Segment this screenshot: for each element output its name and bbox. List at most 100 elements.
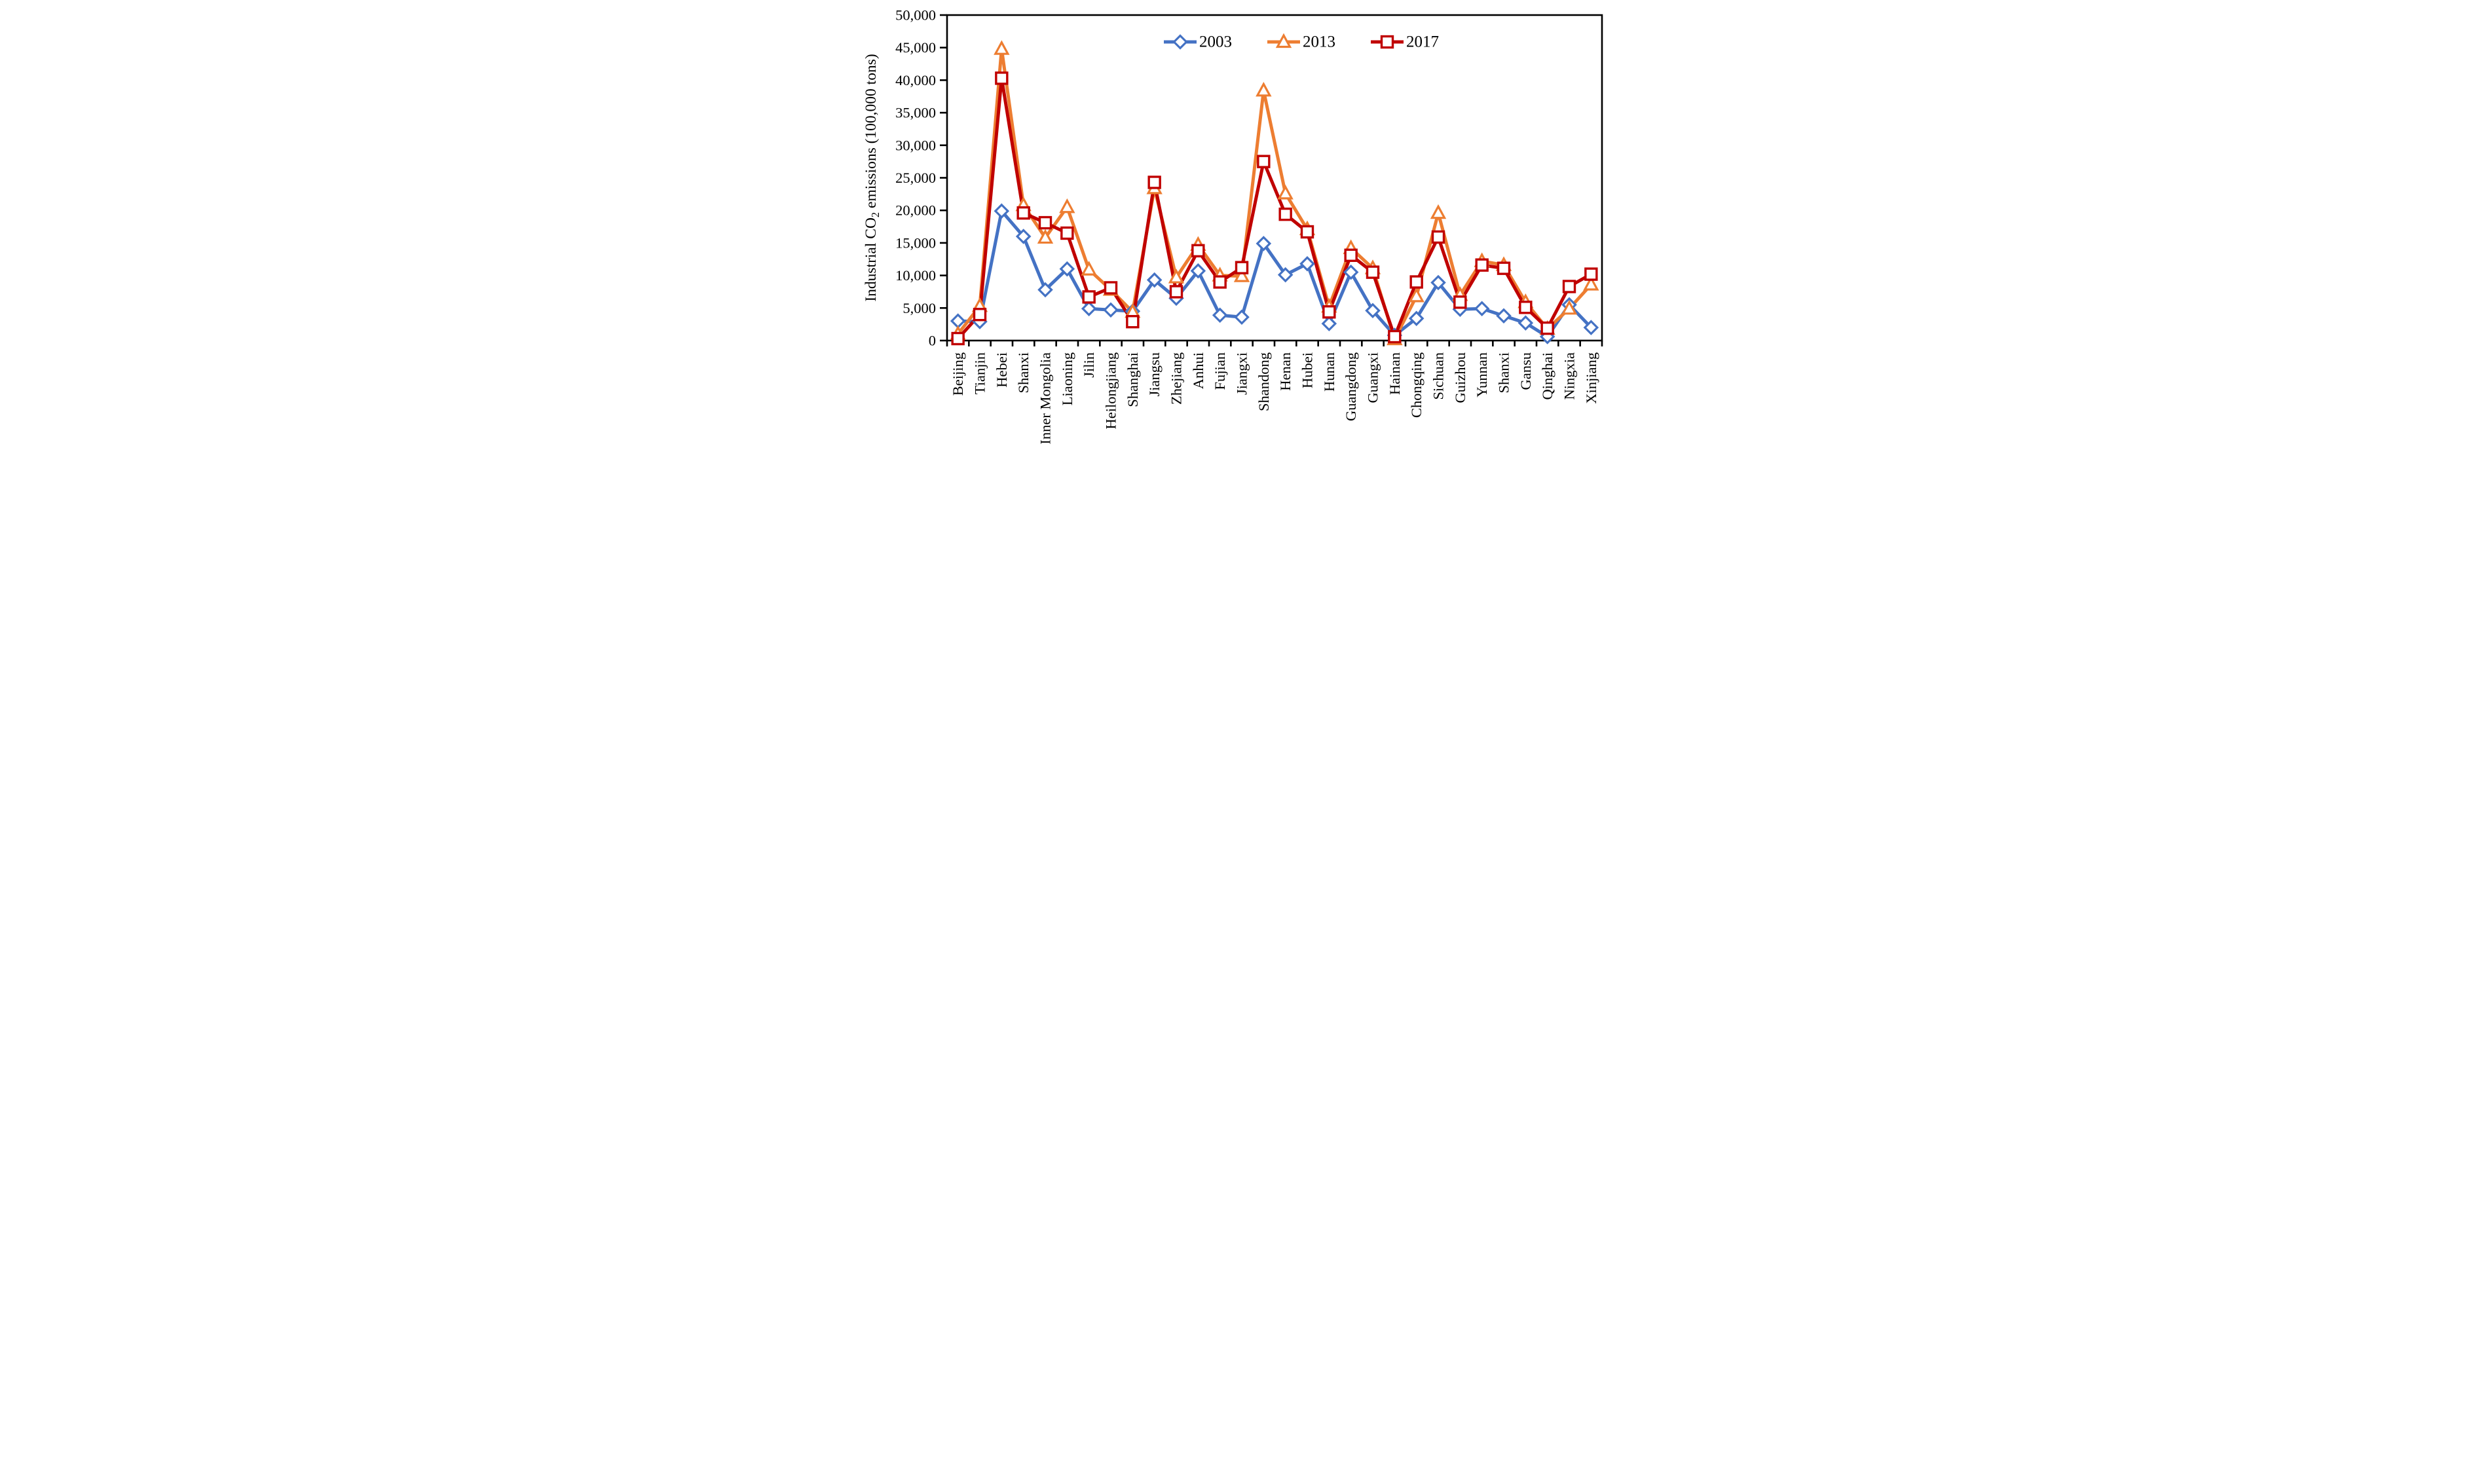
data-point-marker-square <box>1562 280 1576 293</box>
data-point-marker-square <box>1388 329 1402 344</box>
data-point-marker-square <box>1497 261 1511 275</box>
x-axis-label: Guizhou <box>1452 352 1468 403</box>
data-point-marker-diamond <box>1103 302 1119 318</box>
data-point-marker-square <box>1082 290 1096 304</box>
y-axis-tick-label: 30,000 <box>895 137 936 153</box>
data-point-marker-diamond <box>1059 261 1075 277</box>
data-point-marker-triangle <box>1583 276 1599 291</box>
series-line-2017 <box>956 76 1592 340</box>
data-point-marker-diamond <box>1190 263 1206 279</box>
data-point-marker-diamond <box>1299 255 1315 272</box>
data-point-marker-square <box>1431 230 1445 244</box>
legend-label: 2003 <box>1199 33 1232 51</box>
data-point-marker-diamond <box>1321 316 1337 331</box>
y-axis-tick-label: 15,000 <box>895 234 936 251</box>
data-point-marker-triangle <box>994 40 1010 55</box>
y-axis-tick-label: 45,000 <box>895 39 936 56</box>
legend-label: 2017 <box>1406 33 1439 51</box>
data-point-marker-square <box>1344 248 1358 262</box>
x-axis-label: Guangxi <box>1365 352 1381 403</box>
y-axis-tick-label: 35,000 <box>895 105 936 121</box>
data-point-marker-diamond <box>1496 308 1512 324</box>
y-axis-tick-label: 25,000 <box>895 170 936 186</box>
data-point-marker-square <box>1519 301 1533 314</box>
x-axis-label: Jiangxi <box>1234 352 1250 395</box>
x-axis-label: Guangdong <box>1343 352 1359 421</box>
data-point-marker-triangle <box>1430 204 1447 219</box>
x-axis-label: Hubei <box>1299 352 1316 388</box>
series-line-2003 <box>958 209 1593 339</box>
data-point-marker-square <box>1366 265 1380 279</box>
x-axis-label: Shanxi <box>1015 352 1032 394</box>
data-point-marker-diamond <box>994 203 1010 219</box>
x-axis-label: Anhui <box>1190 352 1206 389</box>
data-point-marker-triangle <box>1233 267 1250 282</box>
data-point-marker-square <box>1584 267 1598 281</box>
data-point-marker-square <box>1257 155 1271 168</box>
x-axis-label: Qinghai <box>1539 352 1555 400</box>
data-point-marker-square <box>1213 275 1227 289</box>
data-point-marker-square <box>1300 225 1314 239</box>
y-axis-tick-label: 5,000 <box>903 300 936 316</box>
data-point-marker-triangle <box>1256 81 1272 97</box>
data-point-marker-triangle <box>1408 288 1425 303</box>
chart-canvas: 0 5,000 10,000 15,000 20,000 25,000 30,000 35,0… <box>863 7 1603 445</box>
x-axis-label: Beijing <box>950 352 966 396</box>
data-point-marker-diamond <box>1256 236 1272 251</box>
data-point-marker-diamond <box>1518 315 1534 331</box>
page: 0 5,000 10,000 15,000 20,000 25,000 30,000 35,0… <box>846 0 1631 477</box>
data-point-marker-diamond <box>1365 303 1381 319</box>
data-point-marker-square <box>1409 275 1423 289</box>
data-point-marker-square <box>1380 35 1394 49</box>
data-point-marker-diamond <box>1343 264 1359 280</box>
data-point-marker-triangle <box>1168 269 1185 284</box>
legend-label: 2013 <box>1303 33 1335 51</box>
data-point-marker-square <box>1169 285 1183 299</box>
x-axis-label: Inner Mongolia <box>1037 352 1054 445</box>
data-point-marker-diamond <box>1146 272 1163 288</box>
y-axis-tick-label: 40,000 <box>895 72 936 88</box>
data-point-marker-square <box>1126 314 1140 329</box>
data-point-marker-square <box>995 71 1009 85</box>
data-point-marker-diamond <box>1234 309 1250 325</box>
data-point-marker-square <box>1147 176 1161 189</box>
y-axis-tick-label: 0 <box>929 333 936 349</box>
x-axis-label: Shandong <box>1256 352 1272 411</box>
data-point-marker-diamond <box>1430 274 1446 291</box>
data-point-marker-diamond <box>1474 301 1490 317</box>
data-point-marker-square <box>1540 321 1554 335</box>
data-point-marker-diamond <box>1081 301 1097 317</box>
y-axis-tick-label: 20,000 <box>895 202 936 219</box>
data-point-marker-diamond <box>1583 320 1599 335</box>
data-point-marker-square <box>1235 261 1249 274</box>
data-point-marker-square <box>1475 258 1489 272</box>
data-point-marker-square <box>1060 226 1074 240</box>
data-point-marker-diamond <box>1408 310 1425 326</box>
x-axis-label: Jiangsu <box>1146 352 1163 397</box>
x-axis-label: Hainan <box>1387 352 1403 395</box>
x-axis-label: Fujian <box>1212 352 1228 390</box>
data-point-marker-diamond <box>1277 267 1294 283</box>
x-axis-label: Jilin <box>1081 352 1097 378</box>
data-point-marker-square <box>1191 244 1205 258</box>
data-point-marker-triangle <box>1059 198 1075 213</box>
x-axis-label: Shanxi <box>1496 352 1512 394</box>
y-axis-tick-label: 10,000 <box>895 267 936 284</box>
x-axis-label: Henan <box>1277 352 1294 391</box>
data-point-marker-square <box>973 308 987 322</box>
x-axis-label: Heilongjiang <box>1103 352 1119 429</box>
x-axis-label: Yunnan <box>1474 352 1490 398</box>
data-point-marker-triangle <box>1081 261 1097 276</box>
x-axis-label: Hunan <box>1321 352 1337 392</box>
data-point-marker-diamond <box>1212 307 1228 323</box>
data-point-marker-square <box>1322 305 1336 319</box>
data-point-marker-square <box>1038 215 1052 230</box>
x-axis-label: Xinjiang <box>1583 352 1599 404</box>
data-point-marker-square <box>1278 207 1292 221</box>
y-axis-title: Industrial CO2 emissions (100,000 tons) <box>863 54 882 301</box>
data-point-marker-square <box>1016 206 1030 220</box>
y-axis-tick-label: 50,000 <box>895 7 936 24</box>
x-axis-label: Shanghai <box>1125 352 1141 407</box>
x-axis-label: Sichuan <box>1430 352 1447 400</box>
data-point-marker-square <box>1104 281 1118 295</box>
